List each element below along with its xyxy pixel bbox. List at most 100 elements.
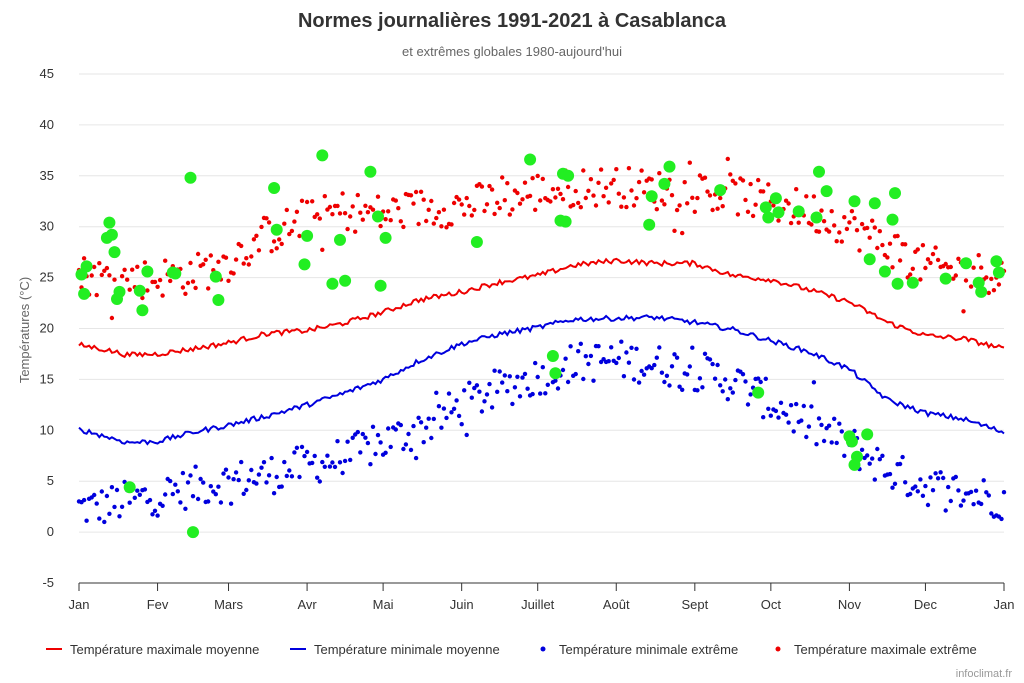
extreme-point [933,471,938,476]
extreme-point [185,280,191,286]
record-point [878,265,891,278]
extreme-point [908,491,913,497]
extreme-point [804,194,809,199]
extreme-point [662,379,667,385]
extreme-point [880,453,885,458]
record-point [772,206,785,219]
credit-label[interactable]: infoclimat.fr [956,668,1013,680]
extreme-point [454,398,459,403]
extreme-point [890,485,895,490]
extreme-point [735,212,741,217]
extreme-point [403,442,409,447]
extreme-point [122,267,127,272]
extreme-point [231,271,236,276]
extreme-point [484,392,490,397]
grid-lines [79,73,1004,584]
extreme-point [492,211,497,217]
extreme-point [175,489,180,494]
extreme-point [421,440,426,445]
extreme-point [269,455,274,461]
record-point [810,211,823,224]
extreme-point [406,431,411,437]
x-tick-label: Mars [214,597,243,612]
extreme-point [388,218,393,223]
extreme-point [135,488,140,493]
extreme-point [482,208,487,214]
extreme-point [142,487,148,492]
extreme-point [345,226,350,232]
extreme-point [279,241,284,247]
extreme-point [436,210,442,215]
extreme-point [163,492,168,497]
extreme-point [353,229,358,234]
extreme-point [715,206,720,211]
extreme-point [568,344,573,349]
extreme-point [507,212,512,217]
extreme-point [342,458,348,464]
extreme-point [702,351,708,356]
extreme-point [462,212,467,217]
extreme-point [408,193,414,198]
extreme-point [418,189,424,194]
record-point [645,190,658,203]
record-point [209,270,222,283]
extreme-point [953,474,958,480]
extreme-point [619,204,624,209]
extreme-point [195,496,201,502]
extreme-point [887,241,893,246]
extreme-point [761,415,766,420]
extreme-point [383,450,388,455]
extreme-point [208,484,213,489]
extreme-point [365,210,371,215]
extreme-point [794,187,799,192]
extreme-point [484,202,490,207]
extreme-point [621,374,627,379]
extreme-point [271,239,277,244]
extreme-point [588,177,594,182]
extreme-point [948,264,953,270]
extreme-point [393,198,398,203]
extreme-point [918,477,923,482]
extreme-point [535,173,540,179]
extreme-point [522,180,528,185]
extreme-point [832,416,837,421]
extreme-point [487,183,492,189]
extreme-point [543,391,548,396]
extreme-point [999,516,1004,522]
min-mean-line [78,314,1005,446]
extreme-point [201,480,206,485]
extreme-point [223,467,229,472]
extreme-point [865,453,870,458]
record-point [939,272,952,285]
extreme-point [540,365,545,370]
extreme-point [439,425,444,430]
extreme-point [287,468,292,473]
extreme-point [839,239,844,244]
extreme-point [910,266,915,271]
extreme-point [294,209,300,214]
extreme-point [459,202,464,207]
extreme-point [370,207,376,212]
extreme-point [424,425,429,430]
extreme-point [398,219,403,224]
extreme-point [183,291,188,296]
extreme-point [636,179,642,185]
record-point [316,149,329,162]
record-point [891,277,904,290]
y-tick-label: 15 [40,371,54,386]
extreme-point [712,376,718,381]
extreme-point [877,457,882,462]
extreme-point [180,470,186,476]
extreme-point [829,209,834,214]
record-point [820,185,833,198]
extreme-point [680,387,685,392]
extreme-point [310,460,315,466]
record-point [374,279,387,292]
extreme-point [725,156,730,162]
extreme-point [84,518,89,523]
extreme-point [342,211,348,216]
record-point [562,169,575,182]
extreme-point [654,355,659,360]
extreme-point [201,262,206,267]
extreme-point [548,199,553,204]
